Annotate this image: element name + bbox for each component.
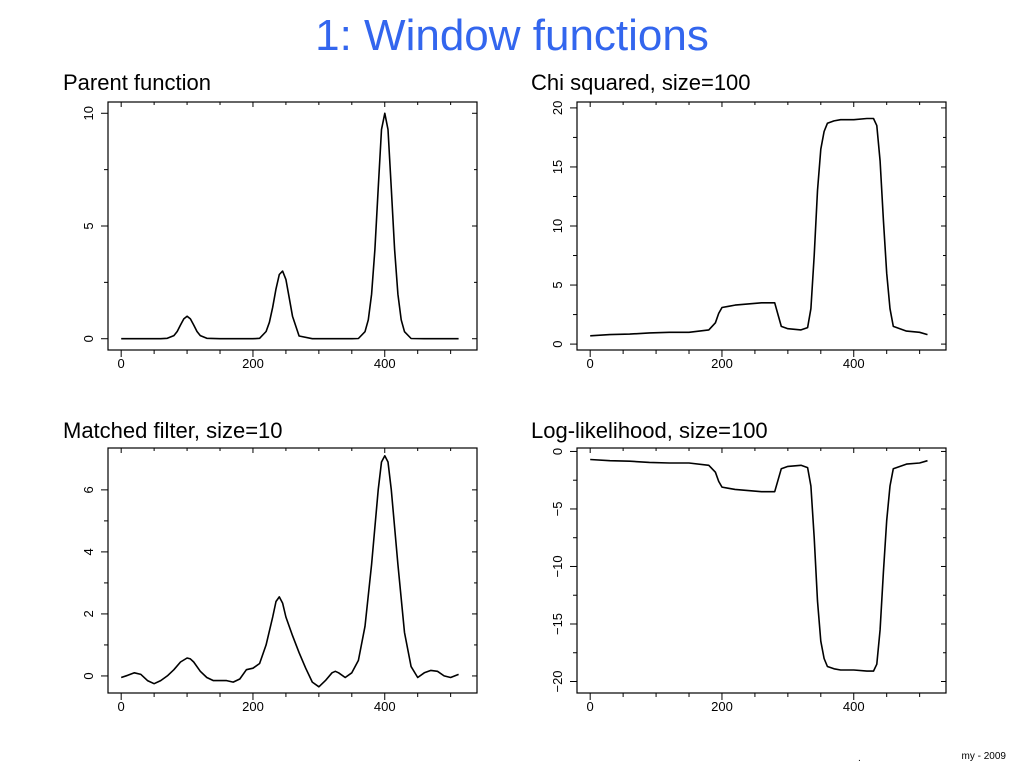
y-tick-label: 10 [81,106,96,120]
slide-title: 1: Window functions [315,11,709,60]
x-tick-label: 400 [843,356,865,371]
x-tick-label: 200 [711,699,733,714]
y-tick-label: 20 [550,101,565,115]
y-tick-label: 2 [81,610,96,617]
y-tick-label: 0 [550,448,565,455]
y-tick-label: 6 [81,486,96,493]
x-tick-label: 400 [843,699,865,714]
chart-title-matched-filter: Matched filter, size=10 [63,418,283,443]
chart-title-chi-squared: Chi squared, size=100 [531,70,751,95]
y-tick-label: −5 [550,502,565,517]
x-tick-label: 0 [118,699,125,714]
y-tick-label: 0 [81,672,96,679]
series-line [121,112,459,340]
y-tick-label: −10 [550,555,565,577]
x-tick-label: 0 [587,356,594,371]
y-tick-label: −20 [550,670,565,692]
series-line [590,458,928,672]
x-tick-label: 0 [118,356,125,371]
x-tick-label: 200 [242,699,264,714]
x-tick-label: 200 [711,356,733,371]
x-tick-label: 200 [242,356,264,371]
y-tick-label: 0 [550,340,565,347]
y-tick-label: 0 [81,335,96,342]
y-tick-label: 5 [81,222,96,229]
x-tick-label: 400 [374,699,396,714]
chart-title-log-likelihood: Log-likelihood, size=100 [531,418,768,443]
plot-frame [576,447,947,694]
y-tick-label: 5 [550,281,565,288]
chart-title-parent-function: Parent function [63,70,211,95]
y-tick-label: 4 [81,548,96,555]
plot-frame [107,447,478,694]
y-tick-label: 15 [550,160,565,174]
footer-text: my - 2009 [961,751,1006,762]
footer-mark: . [858,753,861,764]
x-tick-label: 400 [374,356,396,371]
y-tick-label: −15 [550,613,565,635]
series-line [120,454,459,688]
x-tick-label: 0 [587,699,594,714]
y-tick-label: 10 [550,219,565,233]
series-line [590,117,928,337]
